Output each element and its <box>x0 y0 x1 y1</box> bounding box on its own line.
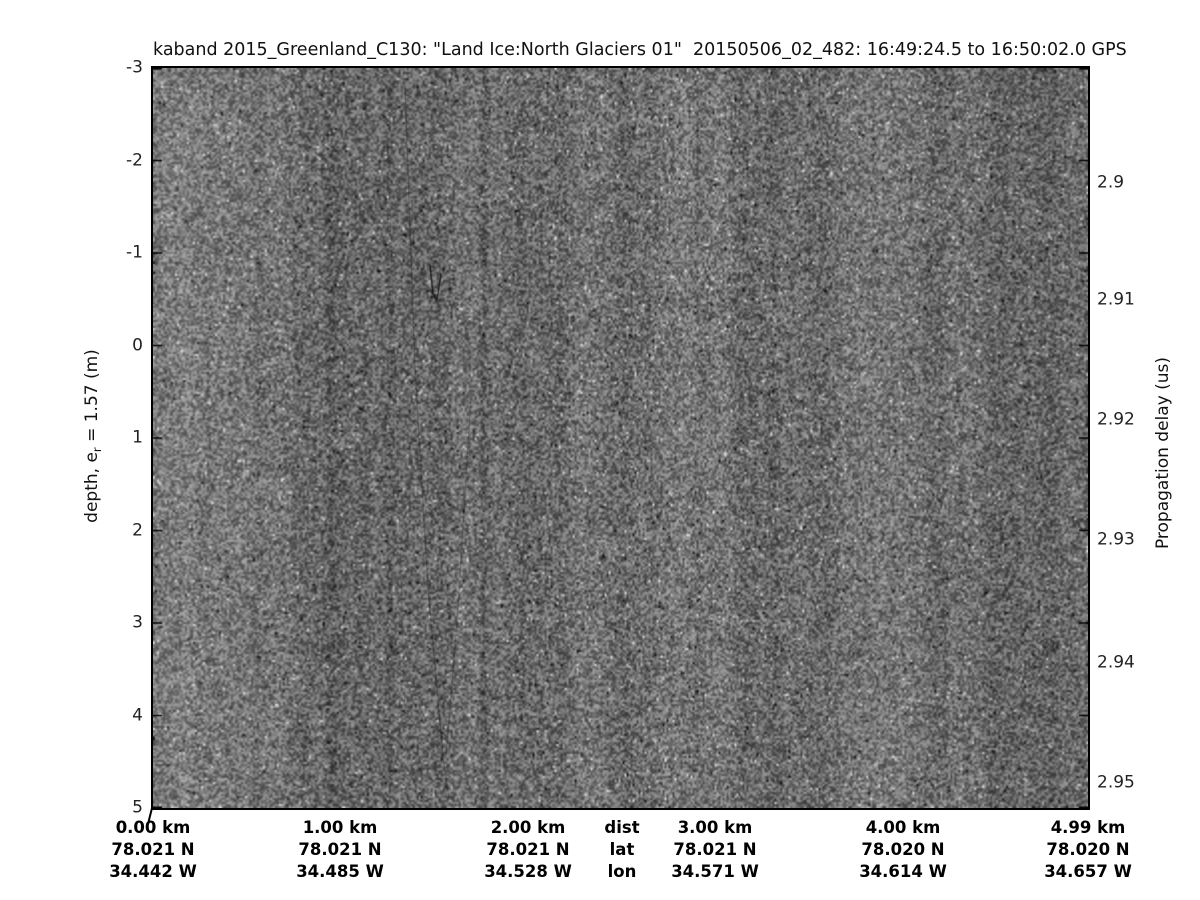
lat-header: lat <box>609 840 635 859</box>
depth-tick-3: 3 <box>132 612 143 633</box>
depth-axis-label-post: = 1.57 (m) <box>81 349 102 448</box>
lon-header: lon <box>607 862 637 881</box>
lat-value: 78.020 N <box>861 840 945 859</box>
depth-tick-5: 5 <box>132 797 143 818</box>
dist-value: 2.00 km <box>490 818 566 837</box>
delay-tick-2.9: 2.9 <box>1097 172 1125 193</box>
lon-value: 34.571 W <box>671 862 759 881</box>
lat-value: 78.021 N <box>486 840 570 859</box>
lat-value: 78.021 N <box>298 840 382 859</box>
x-axis-col-3: 3.00 km 78.021 N 34.571 W <box>671 817 759 883</box>
x-axis-col-4: 4.00 km 78.020 N 34.614 W <box>859 817 947 883</box>
delay-tick-2.93: 2.93 <box>1097 529 1135 550</box>
dist-value: 3.00 km <box>677 818 753 837</box>
echogram-image <box>153 68 1088 808</box>
depth-axis-label-pre: depth, e <box>81 452 102 523</box>
x-axis-col-2: 2.00 km 78.021 N 34.528 W <box>484 817 572 883</box>
delay-tick-2.91: 2.91 <box>1097 289 1135 310</box>
lon-value: 34.442 W <box>109 862 197 881</box>
lon-value: 34.528 W <box>484 862 572 881</box>
delay-axis-label: Propagation delay (us) <box>1153 356 1173 550</box>
depth-axis-label-sub: r <box>90 447 105 453</box>
dist-value: 4.00 km <box>865 818 941 837</box>
depth-axis-label: depth, er = 1.57 (m) <box>82 349 104 523</box>
figure-title: kaband 2015_Greenland_C130: "Land Ice:No… <box>153 40 1127 60</box>
x-axis-col-5: 4.99 km 78.020 N 34.657 W <box>1044 817 1132 883</box>
lon-value: 34.485 W <box>296 862 384 881</box>
dist-value: 4.99 km <box>1050 818 1126 837</box>
delay-tick-2.95: 2.95 <box>1097 772 1135 793</box>
depth-tick--1: -1 <box>126 242 143 263</box>
delay-tick-2.94: 2.94 <box>1097 652 1135 673</box>
depth-tick--3: -3 <box>126 57 143 78</box>
depth-tick-2: 2 <box>132 520 143 540</box>
plot-area <box>151 66 1090 810</box>
depth-tick-4: 4 <box>132 705 143 725</box>
dist-header: dist <box>604 818 640 837</box>
x-axis-row-headers: dist lat lon <box>604 817 639 883</box>
lon-value: 34.614 W <box>859 862 947 881</box>
depth-tick--2: -2 <box>126 150 143 170</box>
lat-value: 78.021 N <box>111 840 195 859</box>
x-axis-col-0: 0.00 km 78.021 N 34.442 W <box>109 817 197 883</box>
lat-value: 78.020 N <box>1046 840 1130 859</box>
dist-value: 1.00 km <box>302 818 378 837</box>
x-axis-col-1: 1.00 km 78.021 N 34.485 W <box>296 817 384 883</box>
lon-value: 34.657 W <box>1044 862 1132 881</box>
depth-tick-0: 0 <box>132 335 143 355</box>
depth-tick-1: 1 <box>132 427 143 448</box>
dist-value: 0.00 km <box>115 818 191 837</box>
delay-tick-2.92: 2.92 <box>1097 409 1135 430</box>
lat-value: 78.021 N <box>673 840 757 859</box>
